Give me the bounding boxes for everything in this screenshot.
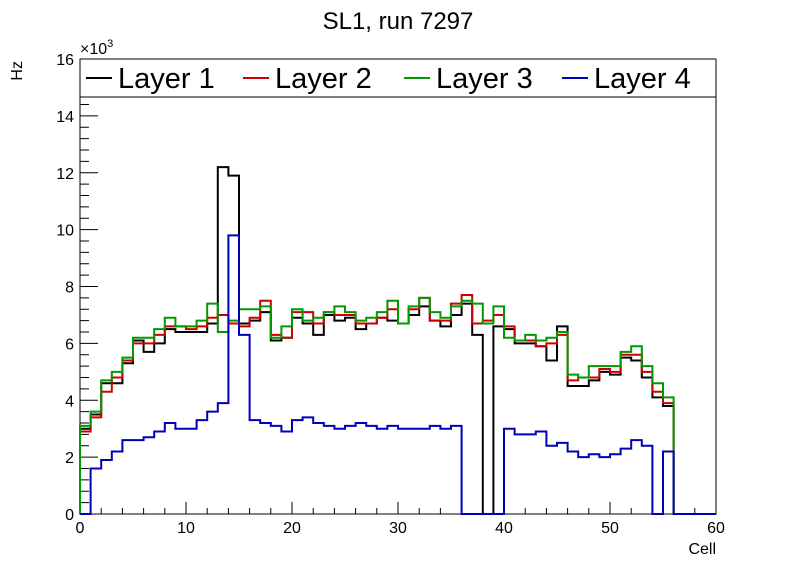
x-tick-label: 40 (495, 520, 513, 537)
x-tick-label: 30 (389, 520, 407, 537)
y-tick-label: 12 (56, 166, 74, 183)
y-tick-label: 4 (65, 393, 74, 410)
legend-label-layer-1: Layer 1 (118, 63, 215, 95)
legend-items: Layer 1 Layer 2 Layer 3 Layer 4 (86, 63, 691, 95)
series-layer (79, 166, 716, 515)
y-tick-label: 10 (56, 223, 74, 240)
legend-label-layer-3: Layer 3 (436, 63, 533, 95)
y-tick-label: 2 (65, 450, 74, 467)
legend: Layer 1 Layer 2 Layer 3 Layer 4 (79, 58, 717, 98)
x-tick-label: 0 (76, 520, 85, 537)
series-layer-4-line (80, 234, 716, 515)
legend-label-layer-4: Layer 4 (594, 63, 691, 95)
y-tick-label: 6 (65, 336, 74, 353)
y-tick-label: 8 (65, 280, 74, 297)
y-tick-label: 0 (65, 507, 74, 524)
series-layer-3-line (79, 296, 716, 515)
legend-label-layer-2: Layer 2 (275, 63, 372, 95)
legend-box (79, 58, 717, 98)
x-tick-label: 60 (707, 520, 725, 537)
x-tick-label: 10 (177, 520, 195, 537)
x-axis-title: Cell (688, 541, 716, 558)
x-tick-label: 20 (283, 520, 301, 537)
x-tick-label: 50 (601, 520, 619, 537)
y-tick-label: 14 (56, 109, 74, 126)
axis-ticks: 0 10 20 30 40 50 60 0 2 4 6 8 10 12 14 16 (56, 52, 725, 537)
y-multiplier-exponent: 3 (107, 38, 113, 50)
y-axis-multiplier: ×103 (80, 38, 113, 58)
y-multiplier-base: ×10 (80, 41, 107, 58)
chart-title: SL1, run 7297 (323, 8, 474, 35)
y-axis-title: Hz (9, 61, 26, 81)
y-tick-label: 16 (56, 52, 74, 69)
